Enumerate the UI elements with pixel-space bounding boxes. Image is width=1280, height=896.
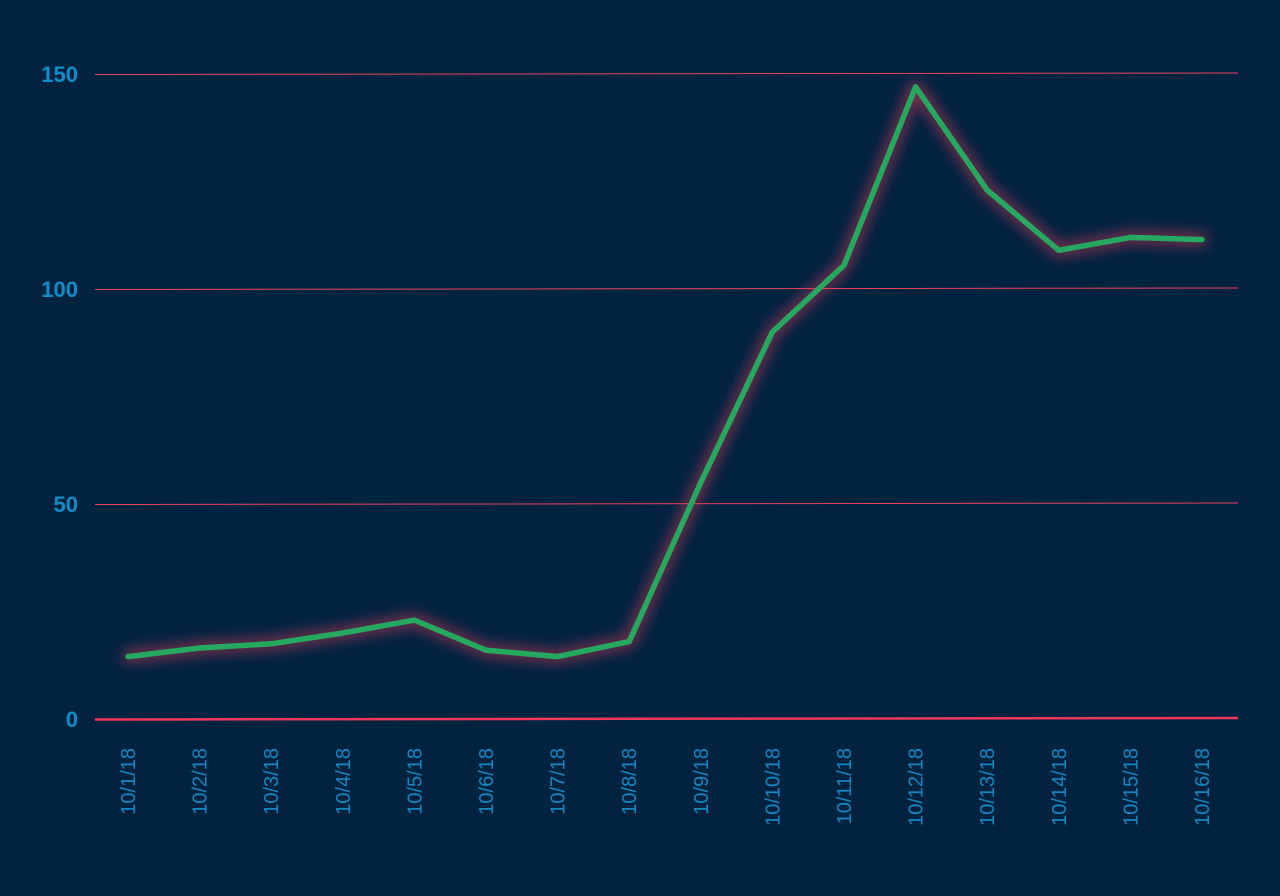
data-point	[268, 641, 274, 647]
data-point	[197, 645, 203, 651]
data-point	[1056, 247, 1062, 253]
x-tick-label: 10/13/18	[977, 748, 999, 826]
data-point	[125, 654, 131, 660]
x-tick-label: 10/7/18	[548, 748, 570, 815]
x-tick-label: 10/11/18	[834, 748, 856, 824]
data-point	[483, 647, 489, 653]
data-point	[411, 617, 417, 623]
gridlines	[94, 72, 1239, 721]
data-point	[913, 84, 919, 90]
x-tick-label: 10/1/18	[118, 748, 140, 815]
series-line	[125, 84, 1205, 660]
x-tick-label: 10/12/18	[906, 748, 928, 826]
x-tick-label: 10/10/18	[762, 748, 784, 826]
data-points	[125, 84, 1205, 660]
x-axis-ticks: 10/1/18 10/2/18 10/3/18 10/4/18 10/5/18 10/6/…	[118, 748, 1214, 826]
y-tick-label: 150	[41, 62, 78, 87]
x-tick-label: 10/16/18	[1192, 748, 1214, 826]
data-point	[626, 639, 632, 645]
data-point	[555, 654, 561, 660]
x-tick-label: 10/14/18	[1049, 748, 1071, 826]
data-point	[769, 329, 775, 335]
x-tick-label: 10/5/18	[404, 748, 426, 815]
x-tick-label: 10/3/18	[261, 748, 283, 815]
y-tick-label: 100	[41, 277, 78, 302]
x-tick-label: 10/6/18	[476, 748, 498, 815]
data-point	[698, 480, 704, 485]
series-layer	[122, 80, 1208, 663]
data-point	[841, 262, 847, 268]
y-tick-label: 50	[54, 492, 78, 517]
x-tick-label: 10/9/18	[691, 748, 713, 815]
data-point	[1199, 237, 1205, 243]
gridline	[94, 287, 1239, 290]
gridline	[94, 72, 1239, 75]
x-tick-label: 10/15/18	[1120, 748, 1142, 826]
zero-baseline	[94, 716, 1239, 721]
series-glow	[122, 80, 1208, 663]
x-tick-label: 10/4/18	[333, 748, 355, 815]
data-point	[984, 187, 990, 193]
data-point	[340, 630, 346, 636]
y-tick-label: 0	[66, 707, 78, 732]
data-point	[1127, 234, 1133, 240]
x-tick-label: 10/2/18	[190, 748, 212, 815]
x-tick-label: 10/8/18	[619, 748, 641, 815]
y-axis-ticks: 0 50 100 150	[41, 62, 78, 732]
gridline	[94, 502, 1239, 505]
